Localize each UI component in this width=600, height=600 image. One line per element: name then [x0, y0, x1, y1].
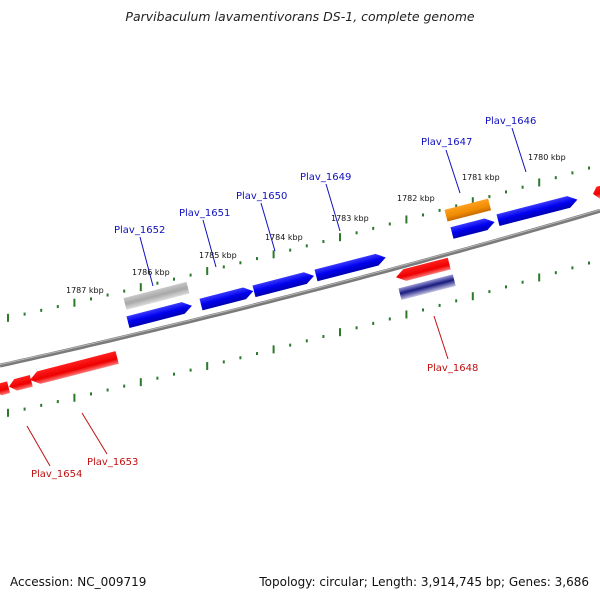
gene-label-plav-1646: Plav_1646 — [485, 116, 536, 127]
callout-line-plav-1653 — [81, 412, 108, 455]
gene-plav-1647-orange-arrow — [444, 198, 492, 222]
gene-plav-1653-arrow — [30, 351, 119, 384]
lower-ruler — [7, 261, 590, 417]
accession-text: Accession: NC_009719 — [10, 575, 147, 589]
gene-plav-1654-arrow — [9, 375, 33, 391]
kbp-label: 1784 kbp — [265, 233, 303, 242]
gene-plav-1646-arrow — [496, 196, 578, 226]
gene-grey-arrow — [123, 281, 190, 310]
callout-line-plav-1647 — [445, 149, 461, 194]
gene-label-plav-1652: Plav_1652 — [114, 225, 165, 236]
gene-label-plav-1650: Plav_1650 — [236, 191, 287, 202]
gene-plav-1651-arrow — [199, 287, 254, 311]
gene-plav-1652-arrow — [126, 302, 192, 329]
kbp-label: 1780 kbp — [528, 153, 566, 162]
gene-label-plav-1649: Plav_1649 — [300, 172, 351, 183]
kbp-label: 1782 kbp — [397, 194, 435, 203]
callout-line-plav-1646 — [511, 127, 527, 173]
kbp-label: 1785 kbp — [199, 251, 237, 260]
upper-ruler — [7, 166, 590, 322]
callout-line-plav-1649 — [325, 183, 341, 232]
kbp-label: 1781 kbp — [462, 173, 500, 182]
gene-label-plav-1648: Plav_1648 — [427, 363, 478, 374]
gene-label-group: Plav_1646 Plav_1647 Plav_1649 Plav_1650 Plav… — [26, 116, 536, 480]
gene-label-plav-1653: Plav_1653 — [87, 457, 138, 468]
kbp-label: 1787 kbp — [66, 286, 104, 295]
gene-plav-1648-navy-arrow — [398, 274, 456, 301]
gene-features — [0, 183, 600, 396]
gene-plav-1647-blue-arrow — [450, 218, 495, 239]
kbp-ruler-group — [7, 166, 590, 417]
kbp-label: 1783 kbp — [331, 214, 369, 223]
gene-left-edge-arrow — [0, 381, 11, 396]
gene-plav-1648-arrow — [396, 257, 451, 281]
gene-edge-red-arrow — [593, 183, 600, 199]
kbp-label-group: 1787 kbp 1786 kbp 1785 kbp 1784 kbp 1783 kbp… — [66, 153, 566, 295]
backbone-highlight — [0, 209, 600, 366]
callout-line-plav-1648 — [433, 315, 449, 360]
gene-plav-1649-arrow — [314, 253, 386, 282]
gene-label-plav-1654: Plav_1654 — [31, 469, 82, 480]
callout-line-plav-1651 — [202, 219, 217, 268]
topology-text: Topology: circular; Length: 3,914,745 bp… — [259, 575, 589, 589]
gene-label-plav-1647: Plav_1647 — [421, 137, 472, 148]
callout-line-plav-1652 — [139, 236, 154, 287]
gene-label-plav-1651: Plav_1651 — [179, 208, 230, 219]
backbone-line — [0, 208, 600, 368]
map-title: Parvibaculum lavamentivorans DS-1, compl… — [125, 9, 475, 24]
gene-plav-1650-arrow — [252, 272, 315, 298]
genome-backbone — [0, 208, 600, 368]
callout-line-plav-1650 — [260, 202, 276, 252]
callout-line-plav-1654 — [26, 425, 51, 467]
kbp-label: 1786 kbp — [132, 268, 170, 277]
